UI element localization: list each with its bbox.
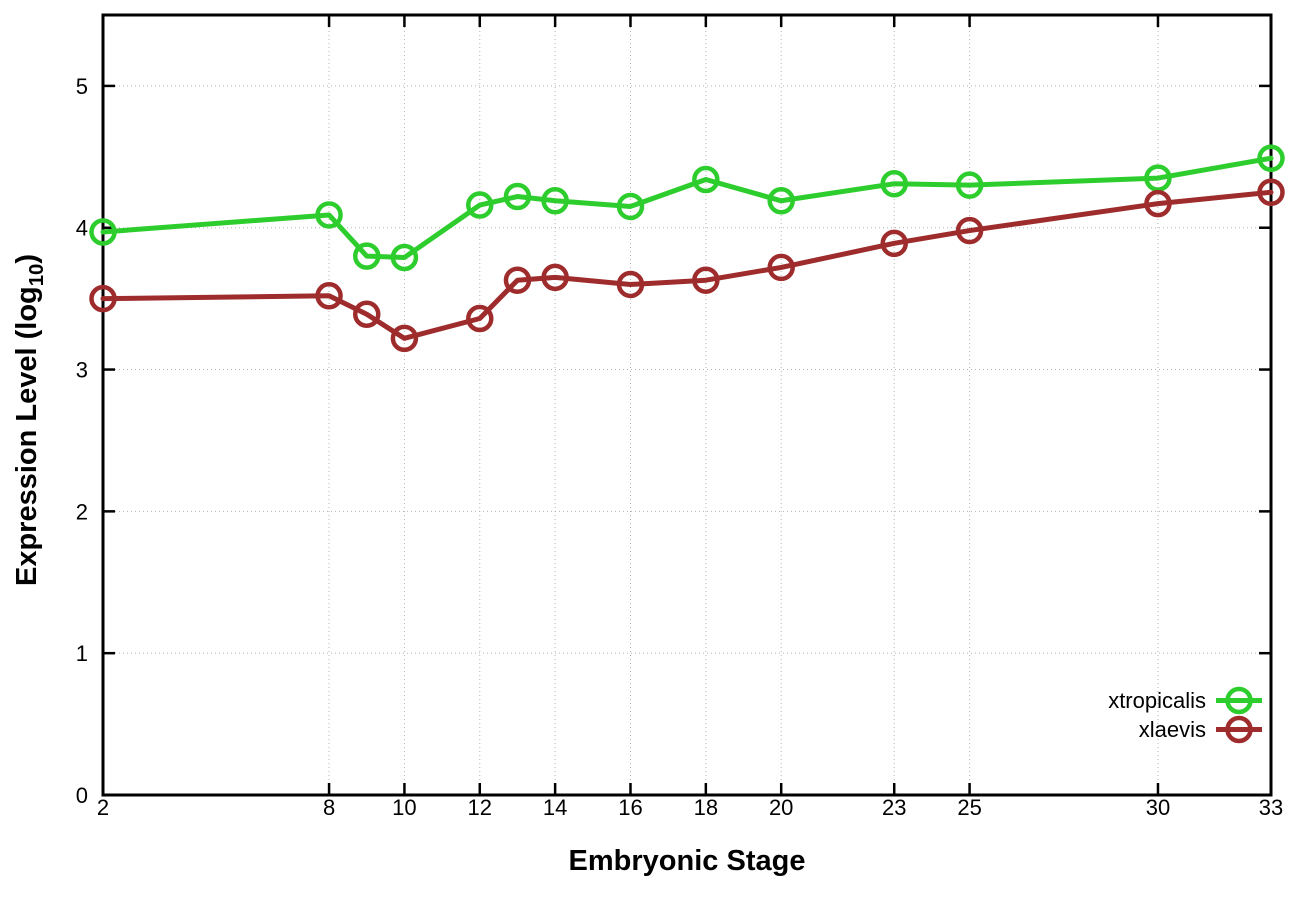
data-point-xtropicalis: [955, 171, 984, 199]
data-point-xtropicalis: [616, 192, 645, 221]
legend: xtropicalis xlaevis: [1108, 686, 1263, 744]
data-point-xlaevis: [315, 282, 343, 310]
x-tick-label: 33: [1259, 795, 1283, 820]
legend-label-xlaevis: xlaevis: [1138, 716, 1206, 742]
legend-label-xtropicalis: xtropicalis: [1108, 687, 1206, 713]
y-axis-title: Expression Level (log10): [11, 254, 49, 586]
data-point-xtropicalis: [89, 218, 117, 246]
x-tick-label: 18: [694, 795, 718, 820]
legend-point-sample: [1225, 686, 1253, 715]
x-tick-label: 10: [392, 795, 416, 820]
data-point-xtropicalis: [692, 165, 720, 194]
series-line-xtropicalis: [100, 155, 1274, 261]
data-point-xtropicalis: [315, 201, 343, 229]
data-point-xlaevis: [692, 266, 720, 294]
data-point-xlaevis: [767, 253, 795, 282]
data-point-xlaevis: [1257, 178, 1285, 207]
x-tick-label: 16: [618, 795, 642, 820]
data-point-xtropicalis: [466, 191, 494, 219]
legend-marker-xtropicalis-icon: [1216, 686, 1262, 715]
data-point-xtropicalis: [767, 187, 795, 215]
y-axis-title-suffix: ): [11, 254, 44, 264]
data-point-xlaevis: [390, 324, 419, 353]
data-point-xlaevis: [1144, 189, 1172, 218]
data-point-xtropicalis: [1144, 164, 1172, 192]
x-tick-label: 2: [97, 795, 109, 820]
x-axis-title: Embryonic Stage: [568, 845, 806, 877]
data-point-xtropicalis: [503, 182, 532, 211]
y-tick-label: 4: [76, 216, 88, 241]
y-axis-title-subscript: 10: [25, 263, 48, 287]
x-tick-label: 14: [543, 795, 567, 820]
data-point-xlaevis: [466, 304, 494, 333]
y-tick-label: 0: [76, 783, 88, 808]
data-point-xlaevis: [503, 266, 532, 294]
legend-item-xlaevis: xlaevis: [1108, 715, 1263, 744]
x-tick-label: 23: [882, 795, 906, 820]
data-point-xtropicalis: [880, 170, 908, 198]
data-point-xtropicalis: [390, 243, 419, 272]
x-tick-label: 12: [468, 795, 492, 820]
y-tick-label: 2: [76, 499, 88, 524]
data-point-xlaevis: [955, 216, 984, 245]
legend-item-xtropicalis: xtropicalis: [1108, 686, 1263, 715]
y-tick-label: 1: [76, 641, 88, 666]
legend-point-sample: [1225, 715, 1253, 744]
data-point-xlaevis: [616, 270, 645, 299]
data-point-xlaevis: [880, 229, 908, 258]
plot-border: [101, 13, 1273, 797]
y-tick-label: 3: [76, 358, 88, 383]
legend-marker-xlaevis-icon: [1216, 715, 1262, 744]
data-point-xlaevis: [541, 263, 569, 292]
series-line-xlaevis: [100, 189, 1274, 341]
data-point-xlaevis: [352, 300, 381, 328]
x-tick-label: 30: [1146, 795, 1170, 820]
x-tick-label: 20: [769, 795, 793, 820]
x-tick-label: 8: [323, 795, 335, 820]
y-axis-title-text: Expression Level (log: [11, 286, 44, 586]
data-point-xtropicalis: [352, 242, 381, 270]
data-point-xtropicalis: [1257, 144, 1285, 172]
data-point-xtropicalis: [541, 187, 569, 215]
data-point-xlaevis: [89, 284, 117, 313]
x-tick-label: 25: [957, 795, 981, 820]
y-tick-label: 5: [76, 74, 88, 99]
